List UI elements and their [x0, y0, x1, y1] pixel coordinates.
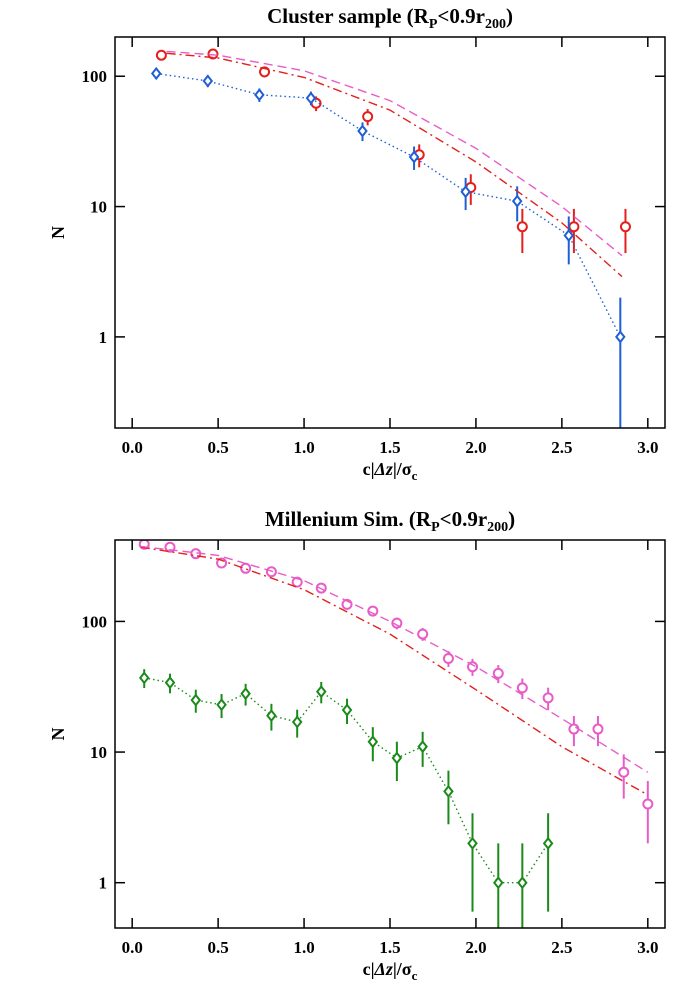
- data-point: [202, 74, 214, 88]
- data-point: [619, 221, 631, 233]
- title-subscript: P: [431, 520, 440, 535]
- chart-title: Millenium Sim. (RP<0.9r200): [265, 507, 515, 535]
- x-tick-label: 2.5: [551, 938, 572, 957]
- x-label-part: c: [412, 968, 418, 983]
- x-label-part: c|: [363, 459, 375, 479]
- data-point: [291, 715, 303, 729]
- y-tick-label: 100: [82, 67, 108, 86]
- data-point: [542, 836, 554, 850]
- data-point: [417, 740, 428, 754]
- data-point: [391, 751, 403, 765]
- y-tick-label: 1: [99, 328, 108, 347]
- series-line: [166, 50, 623, 257]
- series-line: [156, 72, 621, 338]
- data-point: [254, 88, 265, 102]
- y-axis-label: N: [48, 728, 68, 741]
- x-axis-label: c|Δz|/σc: [363, 459, 418, 483]
- title-subscript: 200: [485, 17, 506, 32]
- series-line: [140, 546, 649, 796]
- data-point: [367, 735, 379, 749]
- x-tick-label: 0.5: [208, 938, 229, 957]
- data-point: [618, 766, 630, 778]
- x-tick-label: 0.5: [208, 438, 229, 457]
- data-point: [305, 91, 317, 105]
- title-text: <0.9r: [437, 4, 485, 28]
- y-axis-label: N: [48, 226, 68, 239]
- x-tick-label: 3.0: [637, 938, 658, 957]
- x-label-part: c: [412, 468, 418, 483]
- x-tick-label: 2.0: [465, 438, 486, 457]
- x-tick-label: 1.5: [379, 438, 400, 457]
- data-point: [190, 693, 202, 707]
- title-subscript: P: [429, 17, 438, 32]
- x-tick-label: 1.0: [293, 938, 314, 957]
- x-tick-label: 1.5: [379, 938, 400, 957]
- x-label-part: Δz: [374, 459, 393, 479]
- title-text: Cluster sample (R: [267, 4, 430, 28]
- data-point: [642, 798, 654, 810]
- x-tick-label: 0.0: [122, 438, 143, 457]
- data-point: [592, 723, 604, 735]
- data-point: [408, 150, 420, 164]
- data-point: [164, 676, 176, 690]
- x-tick-label: 1.0: [293, 438, 314, 457]
- title-subscript: 200: [487, 520, 508, 535]
- x-axis-label: c|Δz|/σc: [363, 959, 418, 983]
- data-point: [391, 617, 403, 629]
- x-tick-label: 2.5: [551, 438, 572, 457]
- data-point: [443, 784, 454, 798]
- title-text: ): [508, 507, 515, 531]
- data-point: [492, 667, 504, 679]
- x-tick-label: 2.0: [465, 938, 486, 957]
- data-point: [442, 653, 454, 665]
- plot-frame: [114, 36, 666, 429]
- data-point: [516, 682, 528, 694]
- data-point: [568, 221, 580, 233]
- data-point: [266, 709, 277, 723]
- data-point: [216, 698, 227, 712]
- data-point: [517, 876, 528, 890]
- y-tick-label: 1: [99, 874, 108, 893]
- data-point: [207, 48, 219, 60]
- y-tick-label: 10: [90, 198, 107, 217]
- x-label-part: |/σ: [393, 959, 412, 979]
- data-point: [493, 876, 504, 890]
- x-label-part: |/σ: [393, 459, 412, 479]
- data-point: [511, 194, 523, 208]
- x-label-part: c|: [363, 959, 375, 979]
- data-point: [240, 687, 251, 701]
- y-tick-label: 100: [82, 612, 108, 631]
- data-point: [563, 228, 575, 243]
- title-text: Millenium Sim. (R: [265, 507, 432, 531]
- title-text: ): [506, 4, 513, 28]
- x-tick-label: 0.0: [122, 938, 143, 957]
- data-point: [467, 836, 478, 850]
- series-line: [144, 677, 549, 884]
- x-tick-label: 3.0: [637, 438, 658, 457]
- data-point: [362, 111, 374, 123]
- y-tick-label: 10: [90, 743, 107, 762]
- plot-area: [138, 540, 654, 928]
- data-point: [460, 185, 471, 199]
- plot-area: [150, 48, 631, 428]
- x-label-part: Δz: [374, 959, 393, 979]
- series-line: [140, 545, 649, 773]
- plot-frame: [114, 539, 666, 929]
- data-point: [240, 562, 252, 574]
- data-point: [568, 723, 580, 735]
- data-point: [155, 49, 167, 61]
- data-point: [615, 330, 626, 344]
- data-point: [150, 66, 162, 81]
- data-point: [138, 671, 150, 685]
- data-point: [516, 221, 528, 233]
- series-line: [166, 52, 623, 278]
- data-point: [341, 703, 353, 717]
- data-point: [357, 124, 368, 138]
- data-point: [542, 692, 554, 704]
- chart-title: Cluster sample (RP<0.9r200): [267, 4, 513, 32]
- data-point: [315, 685, 327, 699]
- title-text: <0.9r: [440, 507, 488, 531]
